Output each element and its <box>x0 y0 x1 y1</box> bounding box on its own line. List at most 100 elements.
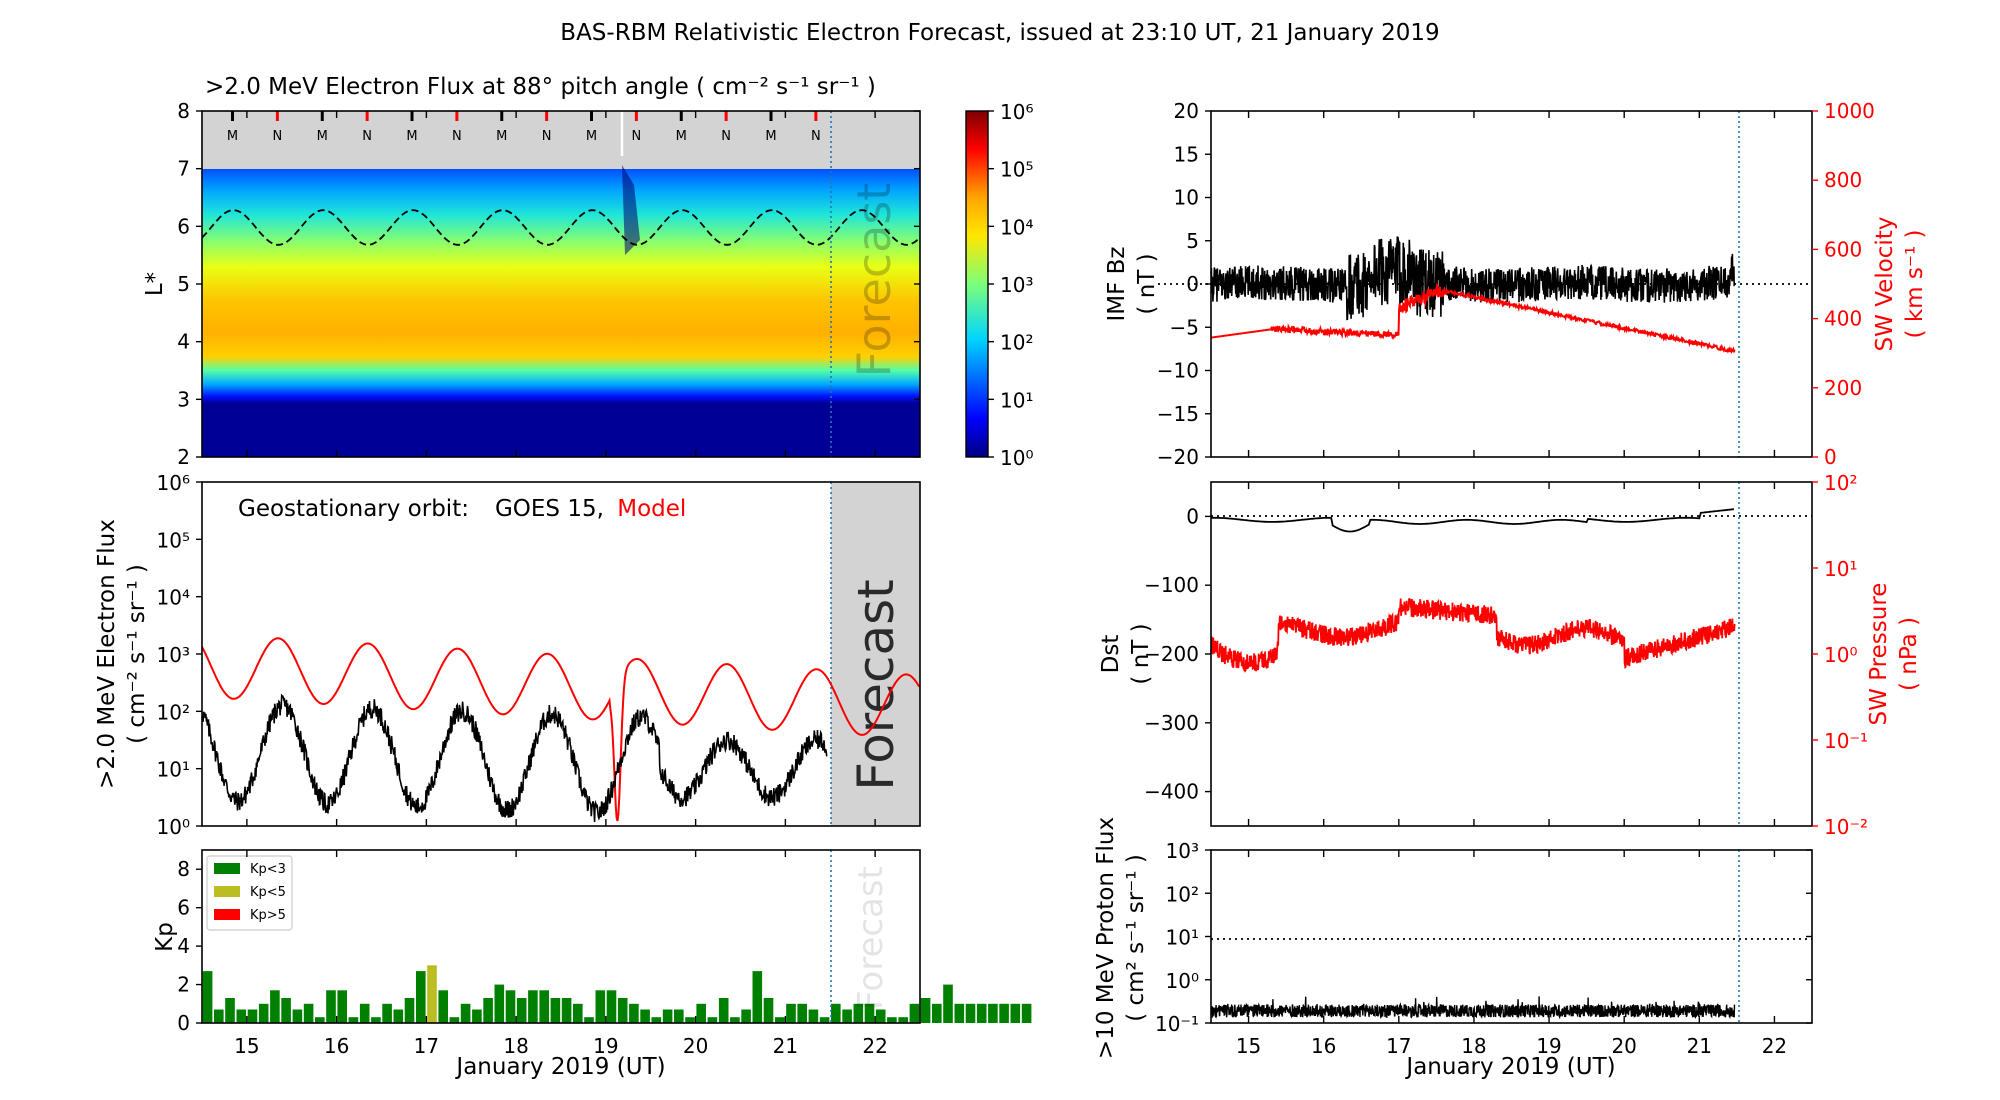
kp-bar <box>674 1009 684 1023</box>
mn-marker-label: N <box>811 129 821 144</box>
y2-tick-label: 10¹ <box>1824 557 1857 581</box>
y-tick-label: 10² <box>1166 882 1199 906</box>
kp-bar <box>584 1017 594 1023</box>
y-tick-label: 0 <box>1186 272 1199 296</box>
kp-bar <box>1021 1003 1032 1023</box>
geo-flux-axes: 10⁰ 10¹ 10² 10³ 10⁴ 10⁵ 10⁶ <box>157 471 876 839</box>
x-tick-label: 17 <box>1386 1034 1411 1058</box>
proton-frame <box>1210 849 1813 1024</box>
y-tick-label: −5 <box>1170 315 1199 339</box>
kp-bar <box>707 1017 718 1023</box>
kp-bar <box>651 1017 662 1023</box>
kp-bar <box>337 990 347 1023</box>
kp-legend: Kp<3 Kp<5 Kp>5 <box>206 855 293 931</box>
y-tick-label: 0 <box>177 1011 190 1035</box>
y-tick-label: 6 <box>177 896 190 920</box>
kp-bar <box>954 1003 965 1023</box>
y-tick-label: 8 <box>177 99 190 123</box>
y-tick-label: 4 <box>177 330 190 354</box>
imf-yunits: ( nT ) <box>1134 253 1160 314</box>
flux-map-title: >2.0 MeV Electron Flux at 88° pitch angl… <box>205 74 876 100</box>
mn-marker-label: N <box>632 129 642 144</box>
goes15-flux-line <box>201 693 828 822</box>
mn-marker-label: N <box>362 129 372 144</box>
y-tick-label: 4 <box>177 934 190 958</box>
y-tick-label: 20 <box>1174 99 1199 123</box>
x-tick-label: 22 <box>862 1034 887 1058</box>
kp-bar <box>819 1017 830 1023</box>
x-tick-label: 20 <box>1611 1034 1636 1058</box>
kp-bar <box>449 1017 460 1023</box>
kp-bar <box>292 1009 303 1023</box>
forecast-label-kp: Forecast <box>851 866 891 1010</box>
y-tick-label: 10³ <box>1166 839 1199 863</box>
model-legend: Model <box>617 496 686 522</box>
kp-frame <box>201 849 921 1024</box>
kp-bar <box>662 1009 673 1023</box>
mn-marker-label: N <box>273 129 283 144</box>
kp-bar <box>1010 1003 1021 1023</box>
y-tick-label: −20 <box>1157 445 1199 469</box>
kp-bar <box>831 1003 841 1023</box>
kp-bar <box>393 1009 404 1023</box>
y-tick-label: 6 <box>177 214 190 238</box>
kp-legend-label-lt5: Kp<5 <box>250 885 286 900</box>
forecast-label-flux-map: Forecast <box>847 183 901 378</box>
kp-bar <box>842 1009 852 1023</box>
kp-bar <box>528 990 538 1023</box>
mn-marker-label: M <box>496 129 507 144</box>
mn-marker-label: M <box>317 129 328 144</box>
forecast-label-geo: Forecast <box>847 579 905 791</box>
mn-marker-label: N <box>721 129 731 144</box>
kp-bar <box>875 1009 886 1023</box>
goes15-legend: GOES 15 <box>495 496 597 522</box>
kp-bar <box>629 1003 639 1023</box>
proton-panel: 10⁻¹ 10⁰ 10¹ 10² 10³ 15 16 17 18 19 20 21 22 >10 MeV… <box>1093 817 1813 1080</box>
kp-bar <box>640 1009 650 1023</box>
y-tick-label: −100 <box>1144 573 1199 597</box>
y2-tick-label: 800 <box>1824 168 1862 192</box>
kp-legend-swatch-lt3 <box>214 863 240 874</box>
kp-bars <box>202 965 1032 1023</box>
x-tick-label: 18 <box>1461 1034 1486 1058</box>
kp-bar <box>270 990 280 1023</box>
kp-bar <box>943 984 953 1023</box>
y2-tick-label: 200 <box>1824 376 1862 400</box>
kp-bar <box>988 1003 998 1023</box>
kp-bar <box>326 990 336 1023</box>
y-tick-label: 15 <box>1174 142 1199 166</box>
flux-map-heatmap <box>202 111 920 457</box>
y2-tick-label: 10⁻² <box>1824 815 1868 839</box>
dst-yunits: ( nT ) <box>1128 623 1154 684</box>
dst-line <box>1211 508 1734 533</box>
kp-axes: 0 2 4 6 8 15 16 17 18 19 20 21 22 <box>177 850 888 1058</box>
kp-ylabel: Kp <box>152 922 178 952</box>
kp-bar <box>202 971 213 1023</box>
kp-bar <box>853 1003 864 1023</box>
kp-bar <box>976 1003 987 1023</box>
kp-bar <box>303 1003 314 1023</box>
mn-marker-label: N <box>452 129 462 144</box>
colorbar-tick-label: 10⁴ <box>1000 215 1033 239</box>
y-tick-label: −15 <box>1157 402 1199 426</box>
sw-velocity-ylabel: SW Velocity <box>1872 217 1898 352</box>
y-tick-label: 10² <box>157 700 190 724</box>
y-tick-label: 2 <box>177 445 190 469</box>
kp-bar <box>472 1009 482 1023</box>
proton-yunits: ( cm² s⁻¹ sr⁻¹ ) <box>1123 854 1149 1022</box>
kp-bar <box>404 998 415 1023</box>
figure-title: BAS-RBM Relativistic Electron Forecast, … <box>560 20 1439 46</box>
kp-bar <box>808 1009 819 1023</box>
colorbar-tick-label: 10⁶ <box>1000 100 1033 124</box>
geo-legend-prefix: Geostationary orbit: <box>238 496 469 522</box>
geo-flux-ylabel: >2.0 MeV Electron Flux <box>94 519 120 789</box>
y-tick-label: −400 <box>1144 780 1199 804</box>
colorbar-tick-label: 10¹ <box>1000 388 1033 412</box>
kp-bar <box>775 1017 785 1023</box>
kp-bar <box>730 1017 740 1023</box>
proton-flux-line <box>1210 996 1736 1020</box>
x-tick-label: 18 <box>503 1034 528 1058</box>
geo-legend: Geostationary orbit: GOES 15, Model <box>238 496 686 522</box>
